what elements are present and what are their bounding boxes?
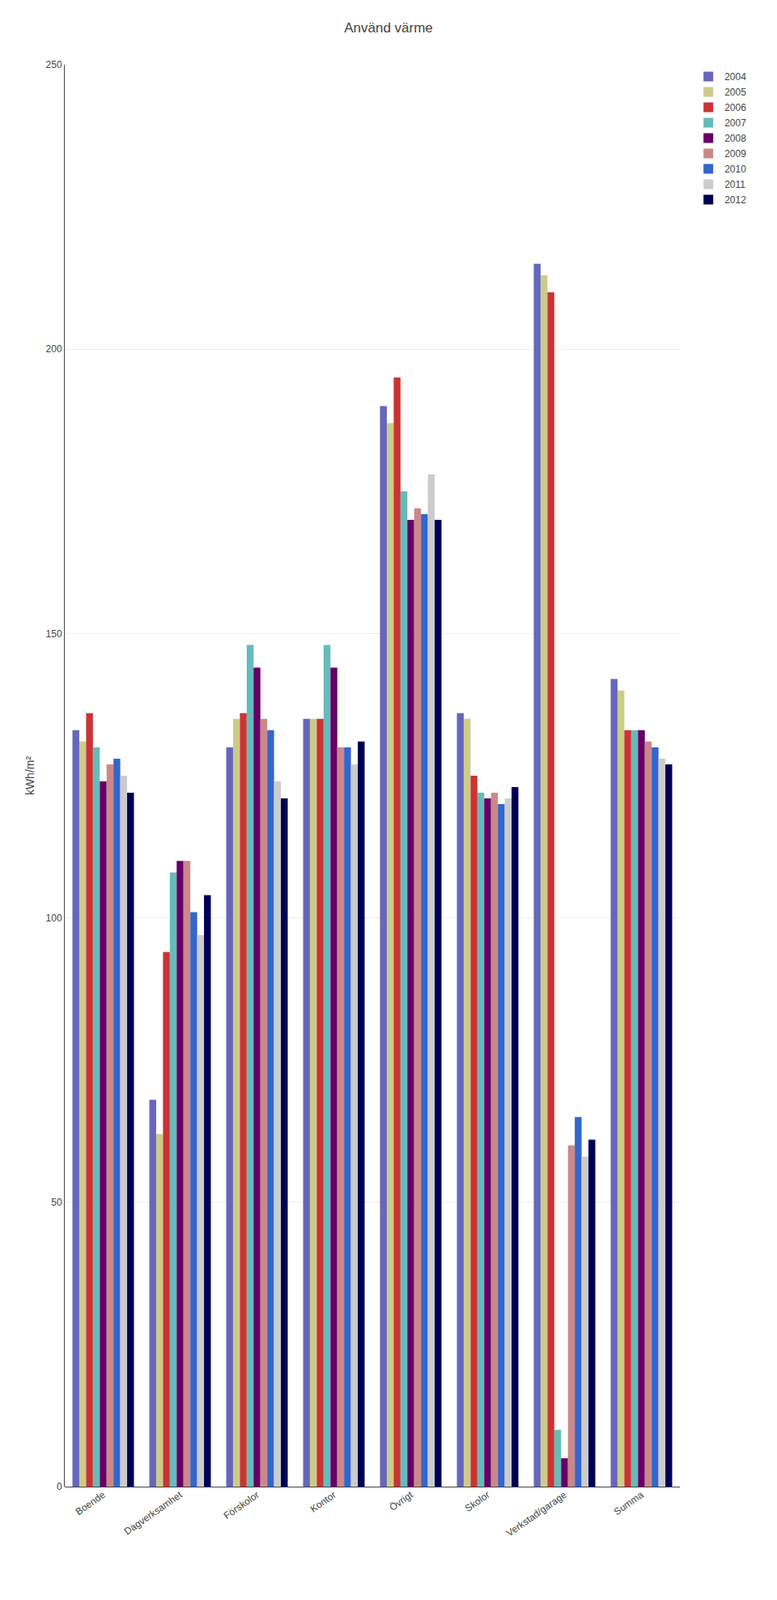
svg-text:kWh/m²: kWh/m² bbox=[23, 755, 37, 796]
svg-text:Summa: Summa bbox=[611, 1488, 646, 1517]
svg-text:Skolor: Skolor bbox=[462, 1488, 493, 1514]
svg-text:Dagverksamhet: Dagverksamhet bbox=[122, 1488, 185, 1538]
svg-text:2004: 2004 bbox=[724, 71, 747, 83]
svg-text:Förskolor: Förskolor bbox=[221, 1488, 262, 1521]
svg-text:Boende: Boende bbox=[73, 1488, 108, 1517]
svg-text:2010: 2010 bbox=[724, 163, 747, 175]
svg-text:200: 200 bbox=[46, 343, 63, 355]
svg-text:Använd värme: Använd värme bbox=[343, 20, 434, 36]
svg-text:2011: 2011 bbox=[724, 178, 746, 191]
svg-text:2009: 2009 bbox=[724, 148, 747, 160]
svg-text:50: 50 bbox=[50, 1196, 63, 1208]
svg-text:2007: 2007 bbox=[724, 117, 747, 129]
svg-text:2008: 2008 bbox=[724, 132, 747, 145]
svg-text:2005: 2005 bbox=[724, 86, 747, 98]
svg-text:0: 0 bbox=[56, 1480, 63, 1492]
svg-text:Övrigt: Övrigt bbox=[386, 1488, 416, 1513]
svg-text:Kontor: Kontor bbox=[308, 1488, 339, 1515]
svg-text:100: 100 bbox=[46, 912, 63, 924]
svg-text:150: 150 bbox=[46, 628, 63, 640]
svg-text:250: 250 bbox=[46, 59, 63, 71]
svg-text:2012: 2012 bbox=[724, 194, 747, 206]
svg-text:2006: 2006 bbox=[724, 101, 747, 114]
svg-text:Verkstad/garage: Verkstad/garage bbox=[504, 1488, 569, 1539]
